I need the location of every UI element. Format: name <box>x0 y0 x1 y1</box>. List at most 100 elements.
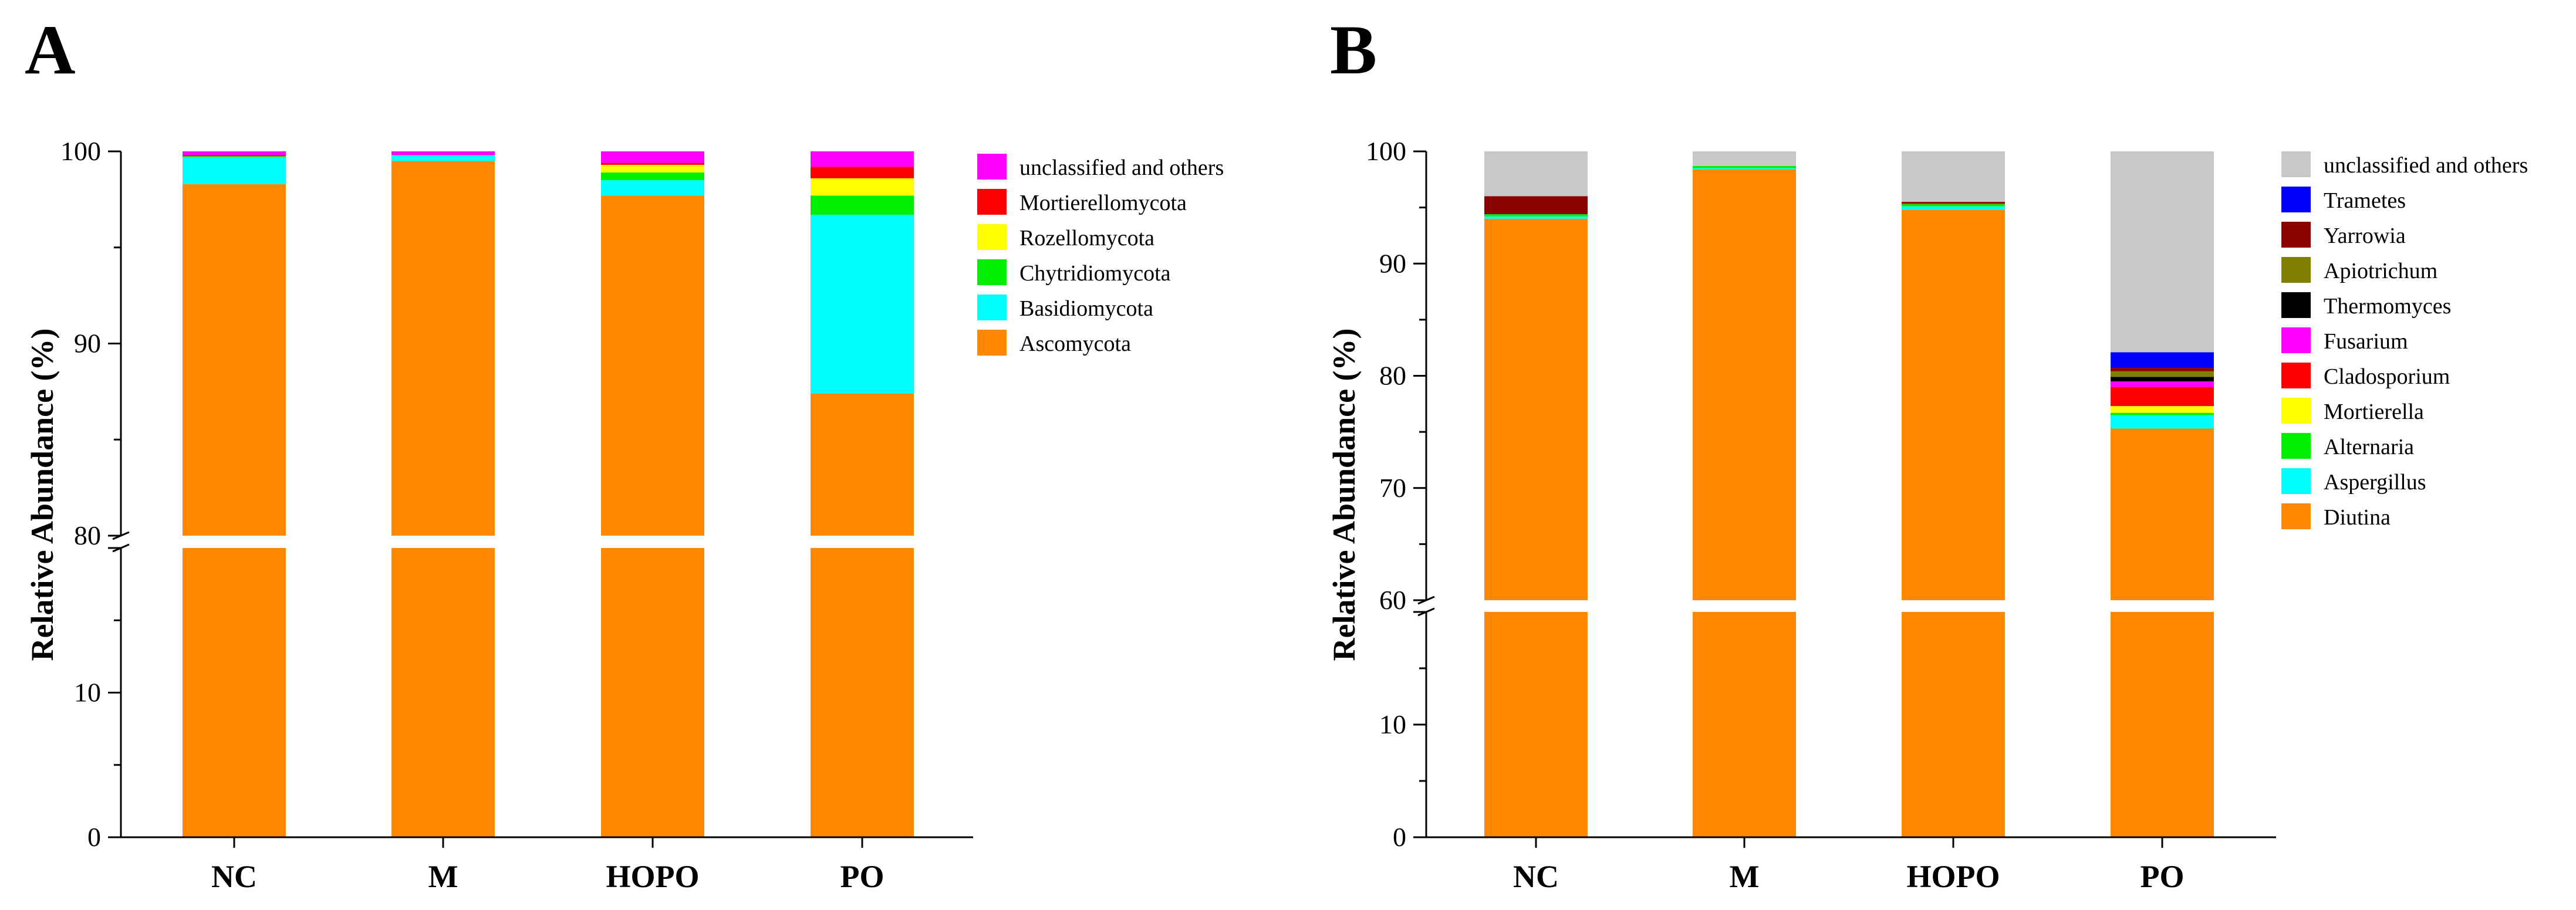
bar-segment-po-3 <box>2111 406 2214 413</box>
bar-segment-m-1 <box>391 155 495 161</box>
legend-label: Trametes <box>2324 188 2406 213</box>
bar-segment-m-10 <box>1693 151 1796 166</box>
panel-letter: A <box>25 11 76 89</box>
panel-a: A 0 10 80 90 100 NC M HOPO PO Relative Abundance (… <box>25 11 1224 894</box>
x-category-label: PO <box>840 859 884 894</box>
legend-item: Fusarium <box>2281 327 2408 354</box>
bar-segment-po-lower-0 <box>811 548 914 837</box>
legend-item: Rozellomycota <box>977 224 1154 251</box>
x-category-label: NC <box>211 859 257 894</box>
bar-segment-hopo-4 <box>601 163 704 165</box>
bar-segment-nc-0 <box>183 184 286 536</box>
bar-segment-po-6 <box>2111 377 2214 382</box>
x-category-label: HOPO <box>606 859 700 894</box>
legend-item: unclassified and others <box>2281 151 2528 178</box>
y-tick-label: 70 <box>1379 473 1406 503</box>
bar-segment-hopo-8 <box>1902 202 2005 203</box>
legend-swatch <box>2281 257 2311 283</box>
bar-segment-po-8 <box>2111 368 2214 371</box>
bar-segment-hopo-lower-0 <box>1902 612 2005 837</box>
legend-swatch <box>2281 292 2311 318</box>
legend-item: Trametes <box>2281 187 2406 213</box>
bar-segment-po-5 <box>2111 381 2214 387</box>
legend-label: Fusarium <box>2324 329 2408 354</box>
bar-segment-nc-lower-0 <box>183 548 286 837</box>
legend-swatch <box>2281 363 2311 388</box>
legend-label: unclassified and others <box>1019 155 1224 180</box>
x-category-label: M <box>428 859 458 894</box>
bar-segment-hopo-1 <box>1902 206 2005 210</box>
bar-segment-m-2 <box>1693 165 1796 168</box>
legend-label: unclassified and others <box>2324 153 2528 178</box>
bar-segment-hopo-0 <box>601 195 704 536</box>
legend-label: Mortierella <box>2324 400 2424 424</box>
legend-item: Ascomycota <box>977 330 1131 356</box>
y-tick-label: 100 <box>1366 136 1406 166</box>
bar-segment-po-5 <box>811 151 914 167</box>
panel-letter: B <box>1330 11 1377 89</box>
legend-swatch <box>2281 187 2311 212</box>
y-tick-label: 60 <box>1379 585 1406 615</box>
bar-segment-m-0 <box>391 161 495 536</box>
legend-item: Thermomyces <box>2281 292 2451 319</box>
legend-label: Aspergillus <box>2324 470 2426 495</box>
bar-segment-po-1 <box>811 215 914 394</box>
legend-swatch <box>2281 468 2311 494</box>
y-tick-label: 90 <box>1379 248 1406 278</box>
bar-segment-po-lower-0 <box>2111 612 2214 837</box>
legend-swatch <box>2281 433 2311 459</box>
legend-item: Aspergillus <box>2281 468 2426 495</box>
legend-label: Rozellomycota <box>1019 226 1154 251</box>
y-tick-label: 80 <box>1379 361 1406 391</box>
legend-item: Mortierella <box>2281 398 2424 424</box>
bar-segment-po-1 <box>2111 415 2214 429</box>
legend-swatch <box>977 295 1007 320</box>
legend-swatch <box>2281 503 2311 529</box>
bar-segment-hopo-4 <box>1902 202 2005 204</box>
bar-segment-nc-2 <box>1484 214 1588 216</box>
bar-segment-nc-1 <box>183 157 286 184</box>
y-tick-label: 80 <box>74 520 101 550</box>
bar-segment-nc-8 <box>1484 196 1588 215</box>
legend-swatch <box>2281 151 2311 177</box>
legend-swatch <box>977 189 1007 215</box>
legend-label: Basidiomycota <box>1019 296 1153 321</box>
legend-item: Yarrowia <box>2281 222 2406 248</box>
y-tick-label: 0 <box>1393 822 1406 852</box>
legend-label: Yarrowia <box>2324 224 2406 248</box>
bar-segment-po-2 <box>2111 412 2214 415</box>
bar-segment-po-10 <box>2111 151 2214 353</box>
bar-segment-m-1 <box>1693 168 1796 170</box>
legend-label: Mortierellomycota <box>1019 191 1187 215</box>
bar-segment-hopo-10 <box>1902 151 2005 202</box>
legend-item: Alternaria <box>2281 433 2414 459</box>
bar-segment-nc-5 <box>183 151 286 155</box>
bar-segment-hopo-lower-0 <box>601 548 704 837</box>
bar-segment-po-4 <box>811 167 914 178</box>
legend-label: Apiotrichum <box>2324 259 2437 283</box>
y-tick-label: 90 <box>74 329 101 358</box>
legend-swatch <box>2281 222 2311 248</box>
legend-item: Mortierellomycota <box>977 189 1187 215</box>
bar-segment-hopo-2 <box>601 172 704 181</box>
bar-segment-hopo-2 <box>1902 204 2005 207</box>
legend-swatch <box>977 224 1007 250</box>
legend-item: Basidiomycota <box>977 295 1153 321</box>
legend-swatch <box>2281 327 2311 353</box>
legend-swatch <box>977 154 1007 180</box>
bar-segment-nc-1 <box>1484 216 1588 219</box>
bar-segment-m-lower-0 <box>1693 612 1796 837</box>
bar-segment-po-3 <box>811 178 914 196</box>
bar-segment-m-0 <box>1693 169 1796 601</box>
bar-segment-nc-10 <box>1484 151 1588 197</box>
y-tick-label: 0 <box>87 822 101 852</box>
legend-item: unclassified and others <box>977 154 1224 180</box>
bar-segment-hopo-3 <box>601 164 704 173</box>
legend-item: Cladosporium <box>2281 363 2450 389</box>
legend-swatch <box>977 330 1007 356</box>
bar-segment-hopo-1 <box>601 180 704 196</box>
legend-label: Alternaria <box>2324 435 2414 459</box>
x-category-label: PO <box>2141 859 2185 894</box>
bar-segment-nc-4 <box>183 155 286 157</box>
